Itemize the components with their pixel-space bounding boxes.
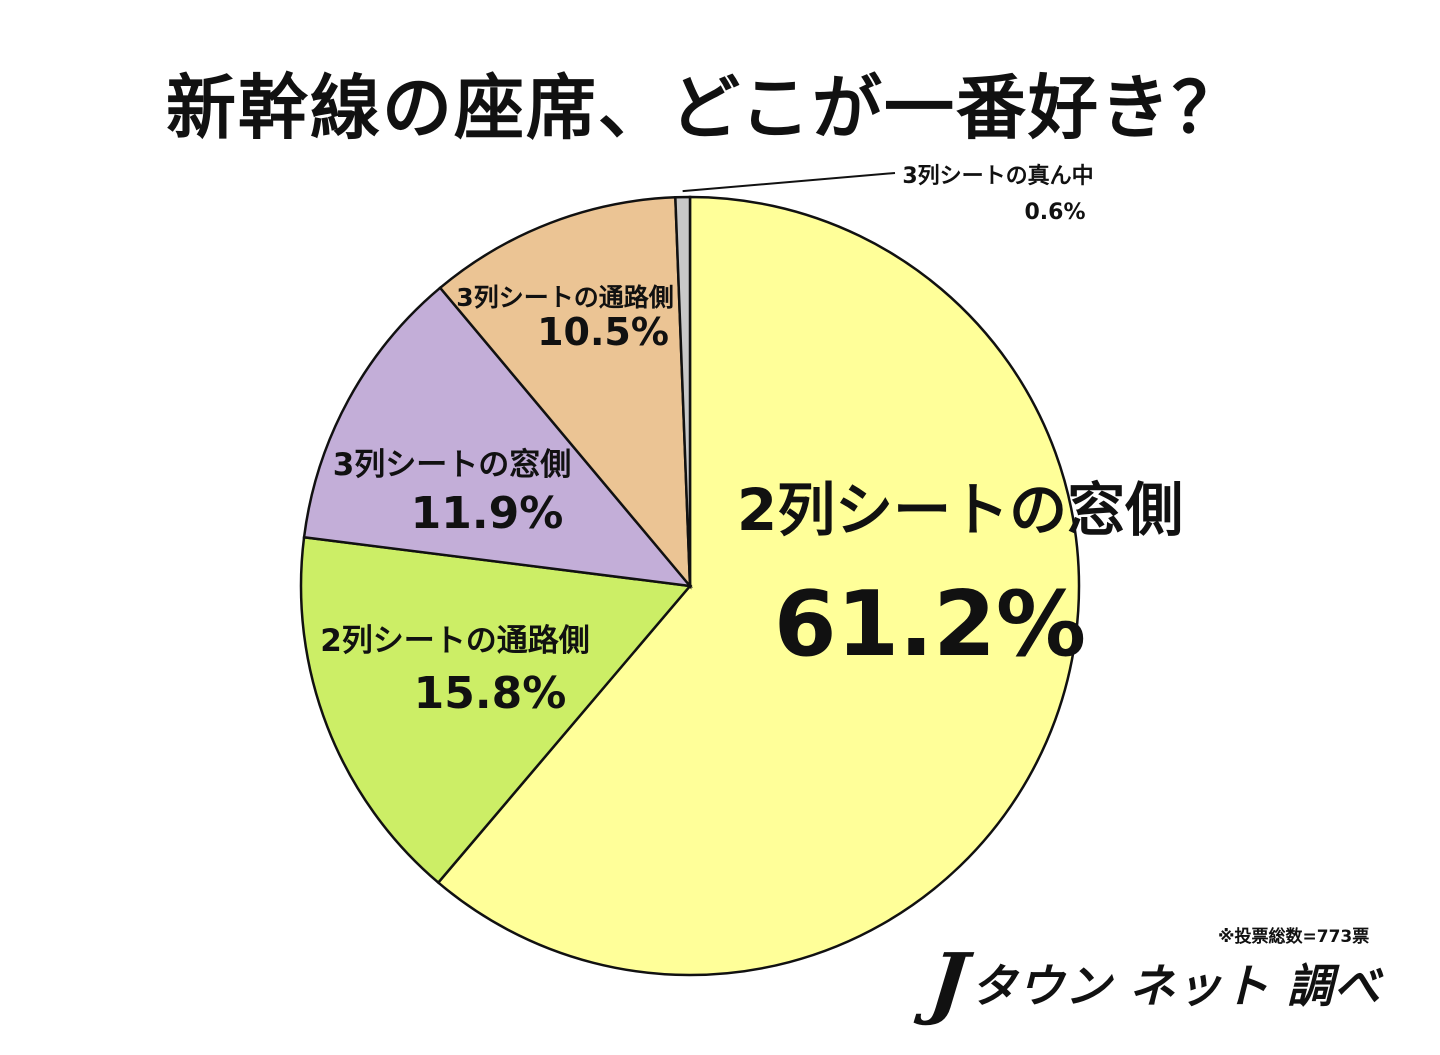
slice-label: 3列シートの通路側: [456, 283, 673, 312]
slice-label: 3列シートの真ん中: [902, 163, 1093, 189]
pie-leader-lines: [682, 172, 896, 193]
slice-label: 2列シートの窓側: [737, 476, 1183, 544]
slice-label: 2列シートの通路側: [320, 623, 590, 659]
slice-label: 3列シートの窓側: [333, 447, 572, 483]
slice-value-label: 11.9%: [411, 488, 564, 539]
chart-title: 新幹線の座席、どこが一番好き？: [166, 67, 1244, 149]
slice-value-label: 15.8%: [414, 668, 567, 719]
slice-value-label: 0.6%: [1024, 200, 1085, 225]
logo-j-mark: J: [925, 936, 972, 1028]
vote-count-footnote: ※投票総数=773票: [1218, 927, 1370, 947]
jtown-net-logo: J タウン ネット 調べ: [925, 935, 1381, 1030]
slice-value-label: 61.2%: [774, 572, 1086, 677]
leader-line: [682, 172, 896, 193]
pie-slice: [436, 195, 1081, 977]
pie-labels: 2列シートの窓側 61.2% 2列シートの通路側 15.8% 3列シートの窓側 11.9%…: [320, 163, 1183, 719]
logo-text: タウン ネット 調べ: [970, 958, 1381, 1013]
pie-slice: [302, 286, 694, 588]
slice-value-label: 10.5%: [537, 310, 669, 354]
pie-slice: [674, 195, 692, 587]
pie-slices: [299, 195, 1081, 977]
pie-slice: [299, 535, 693, 885]
pie-slice: [438, 195, 692, 590]
